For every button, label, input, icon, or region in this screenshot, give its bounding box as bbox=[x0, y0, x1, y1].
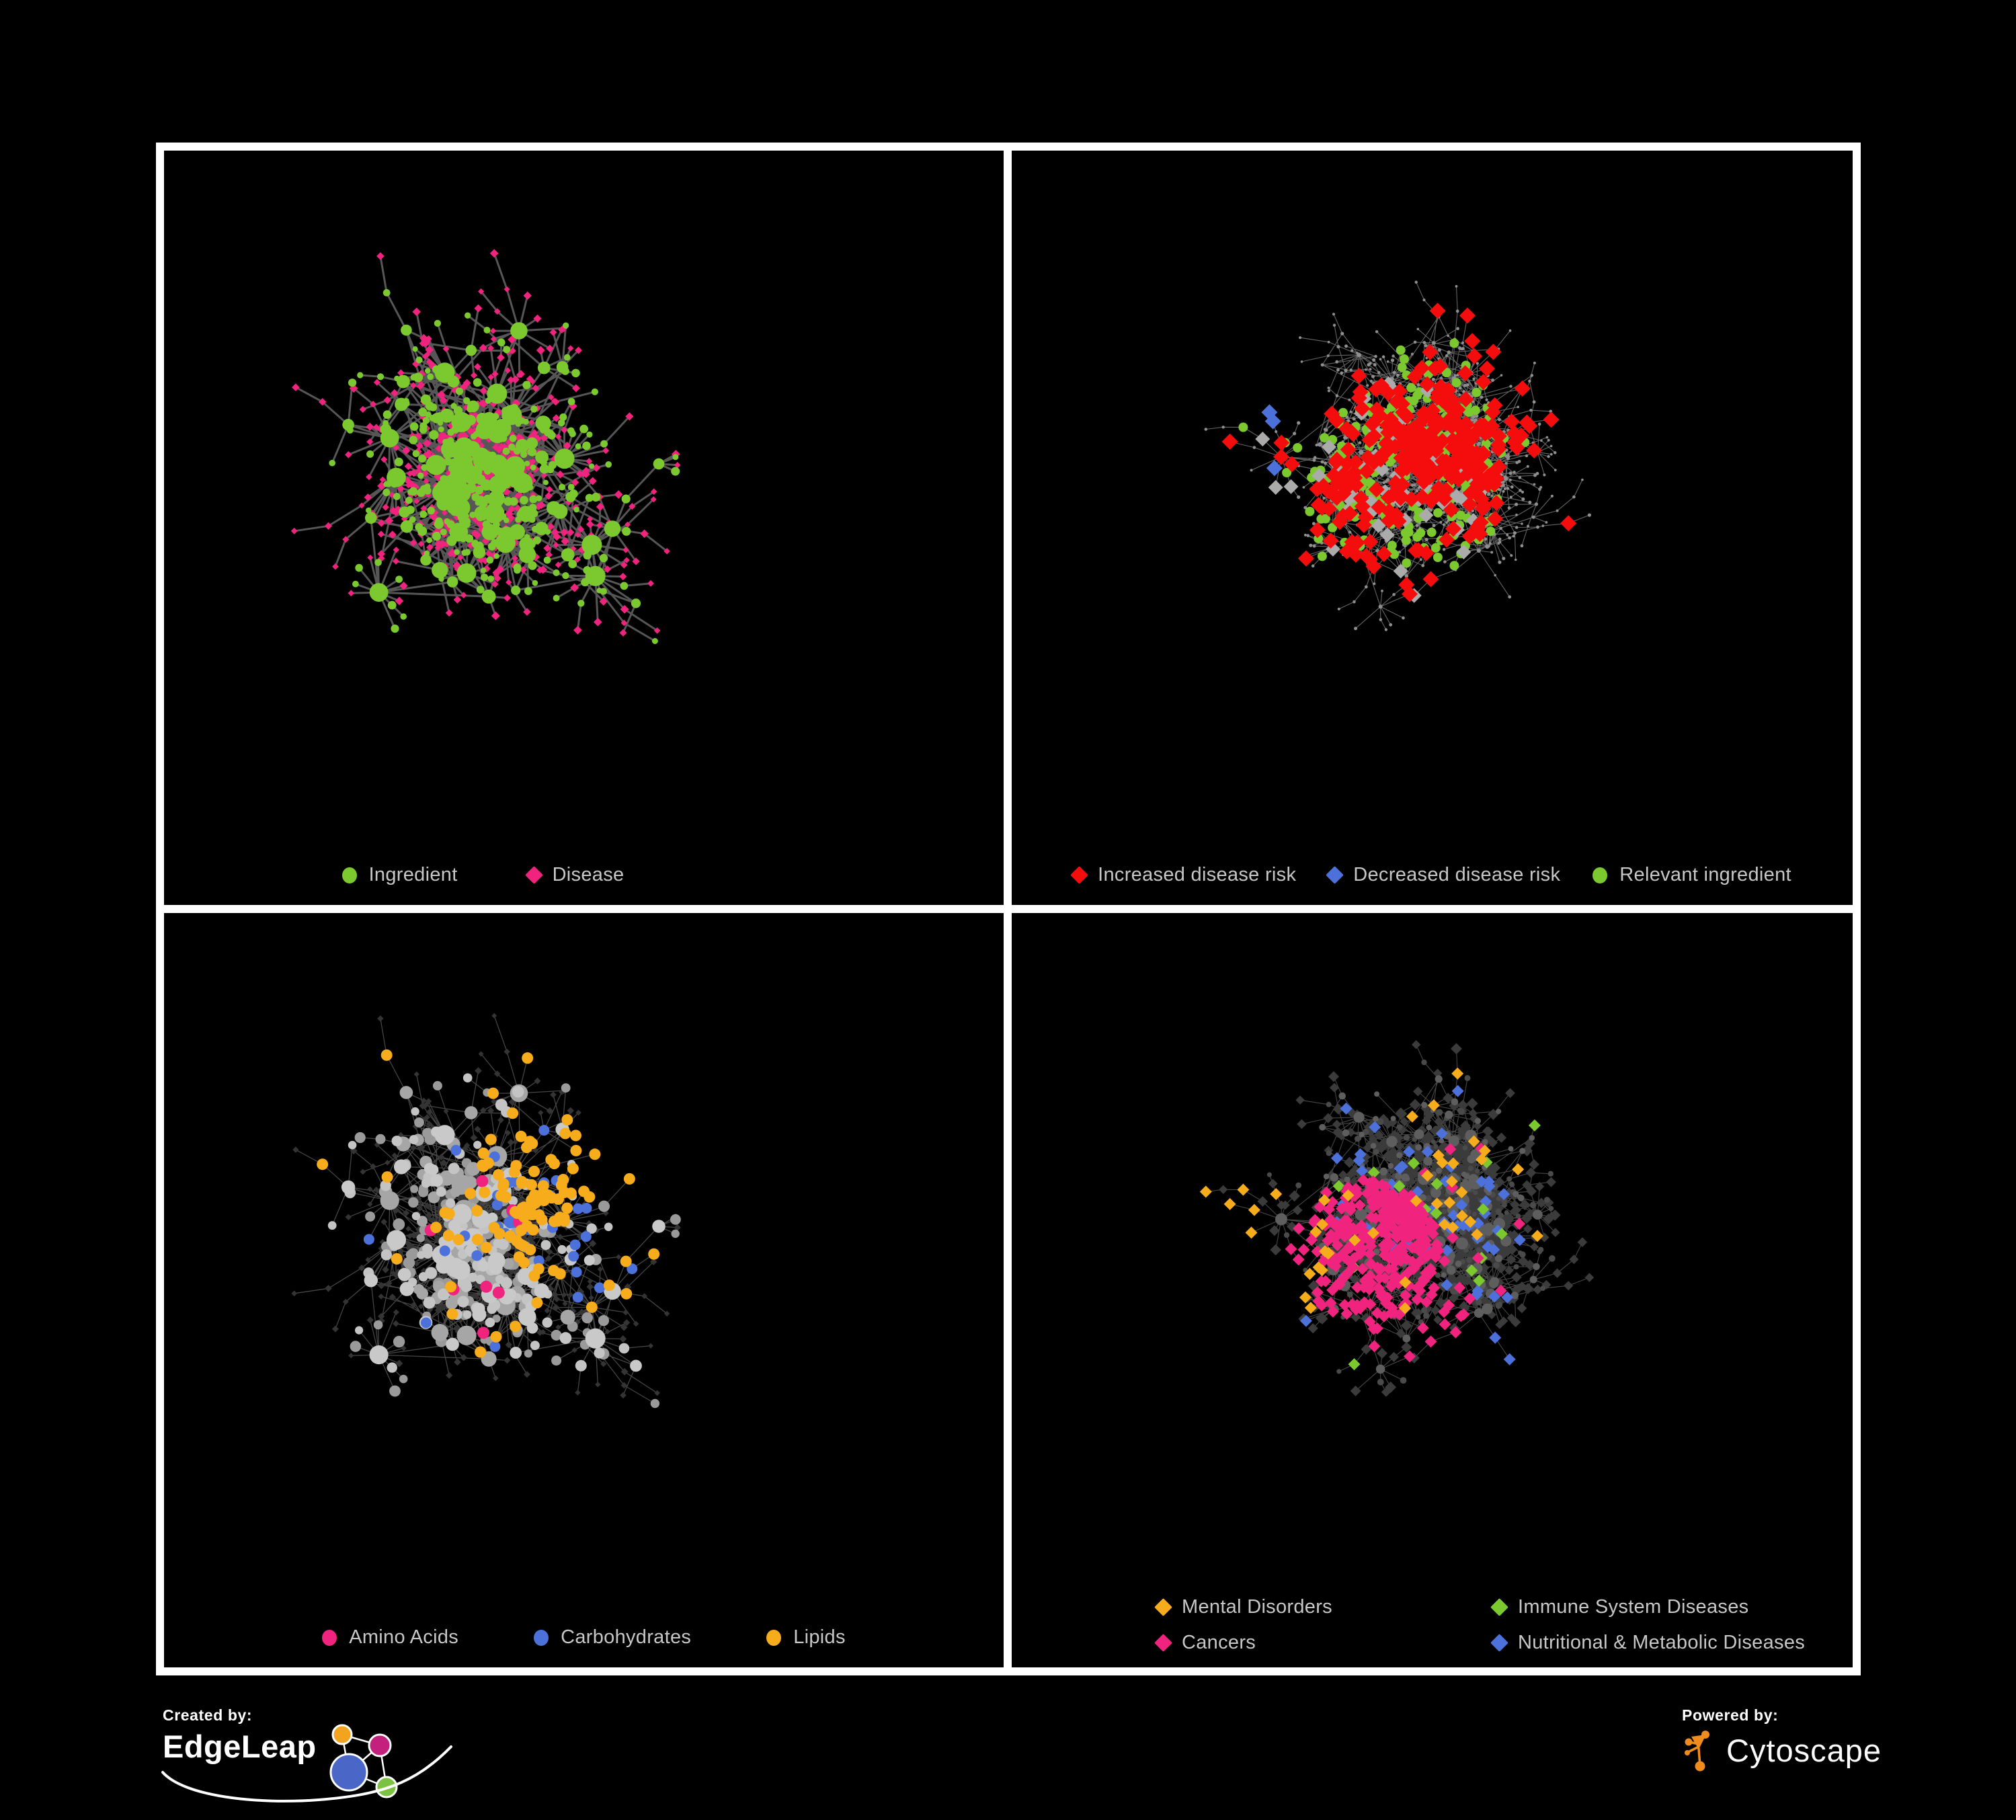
diamond-marker-icon bbox=[1490, 1598, 1508, 1616]
legend-item: Relevant ingredient bbox=[1592, 864, 1791, 886]
legend-item: Carbohydrates bbox=[534, 1626, 691, 1649]
diamond-marker-icon bbox=[1070, 866, 1089, 884]
network-canvas-nutrient-classes bbox=[291, 1013, 681, 1409]
legend-item-label: Relevant ingredient bbox=[1619, 864, 1791, 885]
legend-item-label: Cancers bbox=[1182, 1632, 1256, 1653]
legend-item-label: Lipids bbox=[793, 1626, 846, 1648]
legend-item: Immune System Diseases bbox=[1490, 1596, 1805, 1618]
panel-ingredient-disease: Ingredient Disease bbox=[156, 143, 1012, 913]
legend-item-label: Carbohydrates bbox=[561, 1626, 692, 1648]
legend-item: Mental Disorders bbox=[1154, 1596, 1493, 1618]
circle-marker-icon bbox=[322, 1629, 337, 1646]
diamond-marker-icon bbox=[1154, 1598, 1172, 1616]
legend-item: Increased disease risk bbox=[1070, 864, 1297, 886]
legend-item-label: Immune System Diseases bbox=[1518, 1596, 1749, 1618]
legend-item: Decreased disease risk bbox=[1326, 864, 1561, 886]
network-canvas-ingredient-disease bbox=[290, 249, 681, 644]
legend-item: Disease bbox=[524, 864, 624, 886]
created-by-label: Created by: bbox=[163, 1706, 253, 1724]
cytoscape-credit: Powered by: Cytoscape bbox=[1682, 1706, 1882, 1772]
circle-marker-icon bbox=[341, 867, 357, 883]
legend-item: Amino Acids bbox=[322, 1626, 458, 1649]
diamond-marker-icon bbox=[1154, 1634, 1172, 1652]
edgeleap-logo-icon bbox=[329, 1724, 398, 1798]
panel-disease-risk: Increased disease risk Decreased disease… bbox=[1004, 143, 1861, 913]
panel-disease-classes: Mental Disorders Immune System Diseases … bbox=[1004, 905, 1861, 1675]
diamond-marker-icon bbox=[1326, 866, 1344, 884]
network-canvas-disease-classes bbox=[1199, 1040, 1595, 1397]
network-canvas-disease-risk bbox=[1204, 280, 1591, 631]
legend-item-label: Decreased disease risk bbox=[1353, 864, 1561, 885]
legend-item: Lipids bbox=[766, 1626, 846, 1649]
legend: Amino Acids Carbohydrates Lipids bbox=[164, 1626, 1004, 1649]
legend-item-label: Amino Acids bbox=[349, 1626, 459, 1648]
legend: Ingredient Disease bbox=[164, 864, 1004, 886]
panel-nutrient-classes: Amino Acids Carbohydrates Lipids bbox=[156, 905, 1012, 1675]
legend-item: Ingredient bbox=[341, 864, 458, 886]
legend-item-label: Ingredient bbox=[368, 864, 458, 885]
circle-marker-icon bbox=[534, 1629, 549, 1646]
legend-item-label: Disease bbox=[552, 864, 624, 885]
legend-item: Nutritional & Metabolic Diseases bbox=[1490, 1632, 1806, 1654]
legend-item-label: Nutritional & Metabolic Diseases bbox=[1518, 1632, 1806, 1653]
edgeleap-brand: EdgeLeap bbox=[163, 1729, 317, 1764]
diamond-marker-icon bbox=[524, 866, 543, 884]
powered-by-label: Powered by: bbox=[1682, 1706, 1779, 1724]
circle-marker-icon bbox=[1592, 867, 1608, 883]
edgeleap-credit: Created by: EdgeLeap bbox=[161, 1706, 479, 1817]
legend-item-label: Increased disease risk bbox=[1098, 864, 1297, 885]
circle-marker-icon bbox=[766, 1629, 782, 1646]
legend-item-label: Mental Disorders bbox=[1182, 1596, 1332, 1618]
legend-item: Cancers bbox=[1154, 1632, 1493, 1654]
cytoscape-logo-icon bbox=[1685, 1731, 1709, 1772]
cytoscape-brand: Cytoscape bbox=[1726, 1732, 1882, 1768]
diamond-marker-icon bbox=[1490, 1634, 1508, 1652]
legend: Mental Disorders Immune System Diseases … bbox=[1012, 1596, 1853, 1654]
legend: Increased disease risk Decreased disease… bbox=[1012, 864, 1853, 886]
